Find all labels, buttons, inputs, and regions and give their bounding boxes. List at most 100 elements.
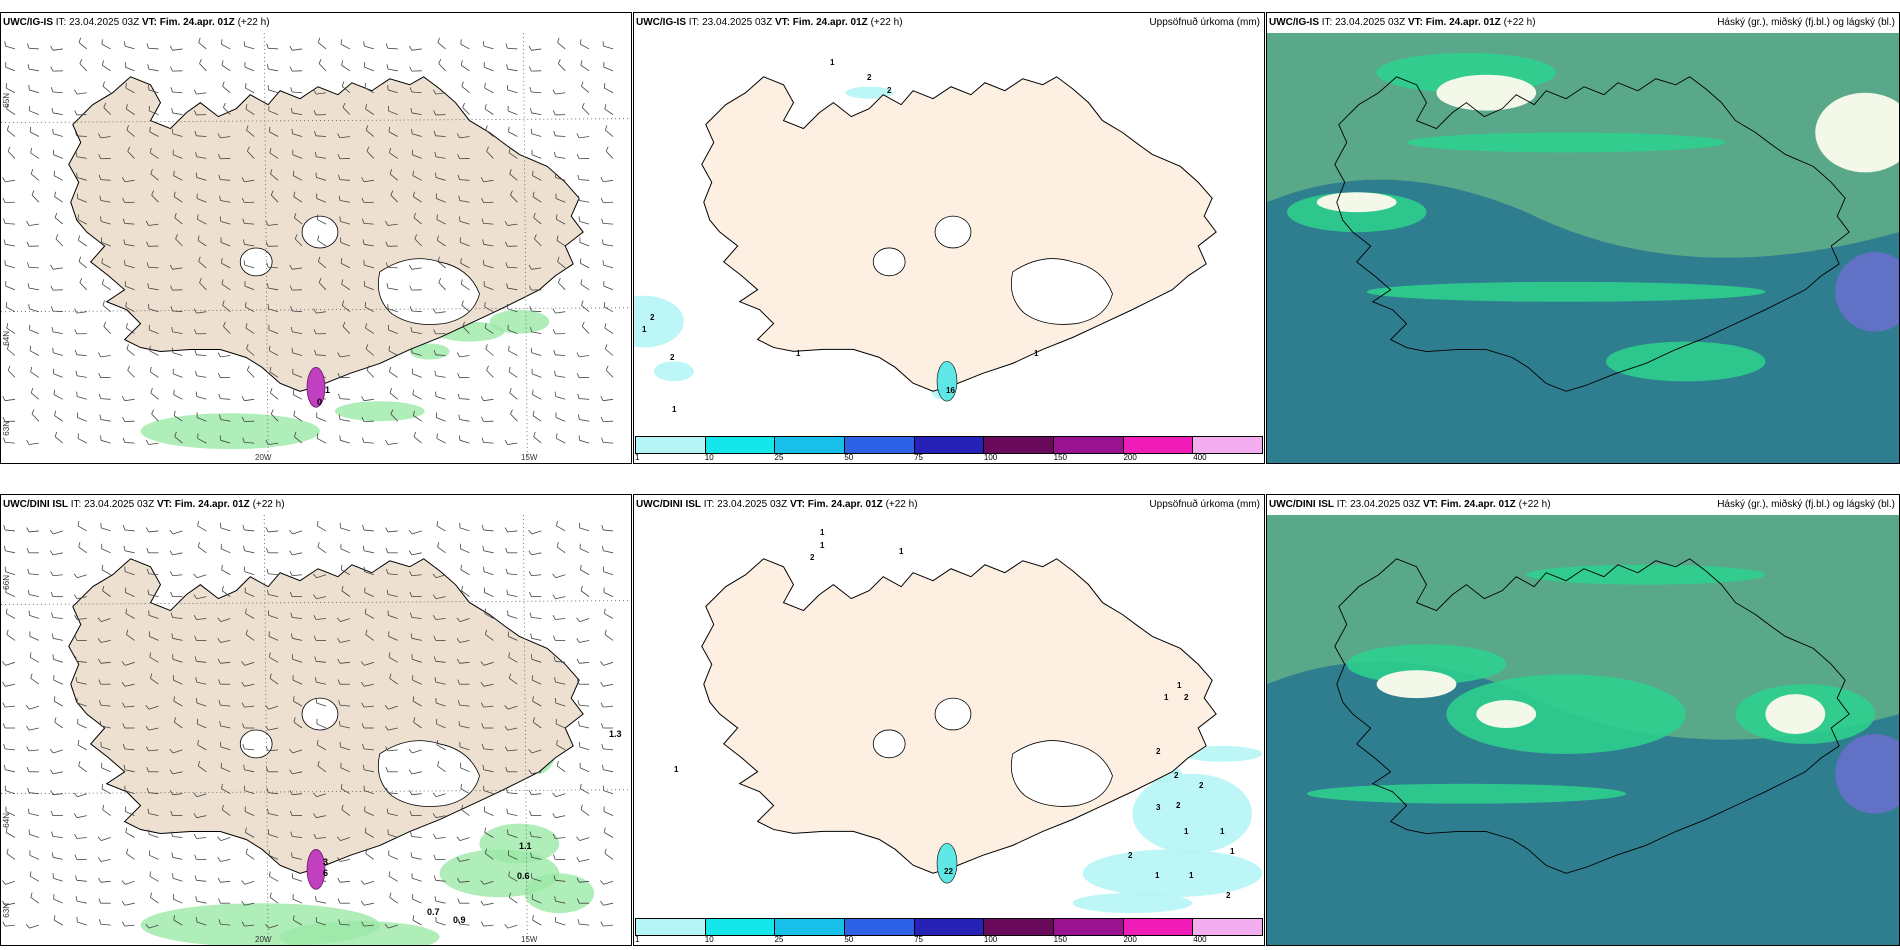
wind-barb (293, 919, 303, 926)
wind-barb (413, 431, 416, 437)
wind-barb (293, 410, 296, 416)
wind-barb (579, 241, 590, 247)
wind-barb (223, 102, 226, 108)
wind-barb (365, 348, 375, 356)
wind-barb (341, 64, 351, 72)
wind-barb (318, 42, 327, 50)
wind-barb (435, 574, 446, 579)
wind-barb (388, 652, 391, 658)
heavy-precip (306, 367, 326, 408)
legend-swatch (636, 437, 706, 453)
wind-barb (435, 396, 446, 400)
wind-barb (481, 723, 484, 729)
wind-barb (317, 235, 320, 241)
wind-barb (577, 414, 580, 420)
wind-barb (552, 329, 556, 335)
wind-barb (151, 409, 154, 415)
wind-barb (340, 439, 351, 444)
wind-barb (29, 345, 32, 351)
wind-barb (196, 417, 207, 422)
wind-barb (290, 612, 293, 618)
wind-barb (121, 880, 126, 885)
wind-barb (101, 746, 111, 751)
wind-barb (533, 436, 542, 444)
wind-barb (531, 574, 542, 577)
wind-barb (29, 854, 40, 860)
wind-barb (461, 590, 470, 597)
wind-barb (603, 748, 614, 751)
wind-barb (557, 256, 560, 262)
wind-barb (220, 880, 231, 883)
lon-label: 15W (521, 935, 538, 944)
wind-barb (436, 525, 446, 532)
wind-barb (77, 921, 87, 926)
wind-barb (173, 373, 183, 378)
wind-barb (76, 354, 87, 356)
wind-barb (196, 879, 207, 882)
wind-barb (76, 815, 87, 819)
wind-barb (411, 331, 422, 334)
wind-barb (5, 790, 16, 795)
precip-value: 1 (1184, 827, 1189, 836)
wind-barb (242, 723, 245, 729)
wind-barb (145, 924, 150, 929)
wind-barb (50, 285, 54, 291)
wind-barb (169, 571, 173, 576)
wind-barb (409, 571, 413, 576)
wind-barb (576, 658, 580, 664)
lat-label: 63N (2, 903, 11, 918)
wind-barb (52, 836, 63, 838)
wind-barb (412, 919, 422, 926)
wind-barb (5, 529, 15, 532)
wind-barb (3, 764, 6, 770)
wind-barb (556, 525, 566, 532)
wind-barb (579, 618, 590, 622)
wind-barb (292, 48, 303, 51)
wind-barb (580, 590, 590, 597)
wind-barb (361, 702, 365, 708)
wind-barb (30, 147, 33, 153)
wind-barb (74, 89, 78, 95)
precip-area (524, 873, 595, 914)
wind-barb (387, 749, 398, 752)
wind-barb (266, 43, 269, 49)
wind-barb (54, 717, 57, 723)
wind-barb (483, 398, 494, 402)
wind-barb (29, 308, 39, 313)
wind-barb (437, 240, 446, 247)
wind-barb (389, 371, 398, 378)
wind-barb (124, 790, 135, 795)
wind-barb (149, 329, 159, 334)
precip-value: 1 (672, 405, 677, 414)
wind-barb (244, 243, 255, 247)
precip-value: 1 (830, 58, 835, 67)
wind-barb (53, 915, 56, 921)
glacier (239, 247, 273, 277)
heavy-precip (936, 361, 958, 402)
wind-barb (435, 156, 446, 159)
wind-barb (360, 661, 365, 666)
wind-barb (506, 64, 508, 70)
wind-barb (506, 808, 508, 814)
wind-barb (241, 702, 245, 708)
wind-barb (173, 919, 183, 926)
wind-barb (483, 748, 494, 751)
wind-barb (28, 573, 39, 576)
wind-barb (363, 902, 374, 906)
wind-barb (223, 321, 226, 327)
glacier (301, 215, 339, 249)
wind-barb (388, 126, 390, 132)
precip-value: 0.9 (453, 915, 466, 925)
wind-barb (100, 923, 111, 926)
wind-barb (220, 661, 231, 664)
legend-labels: 1 10 25 50 75 100 150 200 400 (635, 453, 1263, 462)
wind-barb (363, 924, 374, 927)
wind-barb (480, 921, 484, 927)
wind-barb (244, 769, 255, 773)
wind-barb (268, 68, 279, 72)
wind-barb (222, 300, 225, 306)
wind-barb (337, 133, 341, 139)
legend-swatch (845, 437, 915, 453)
wind-barb (531, 877, 542, 882)
wind-barb (531, 771, 542, 775)
